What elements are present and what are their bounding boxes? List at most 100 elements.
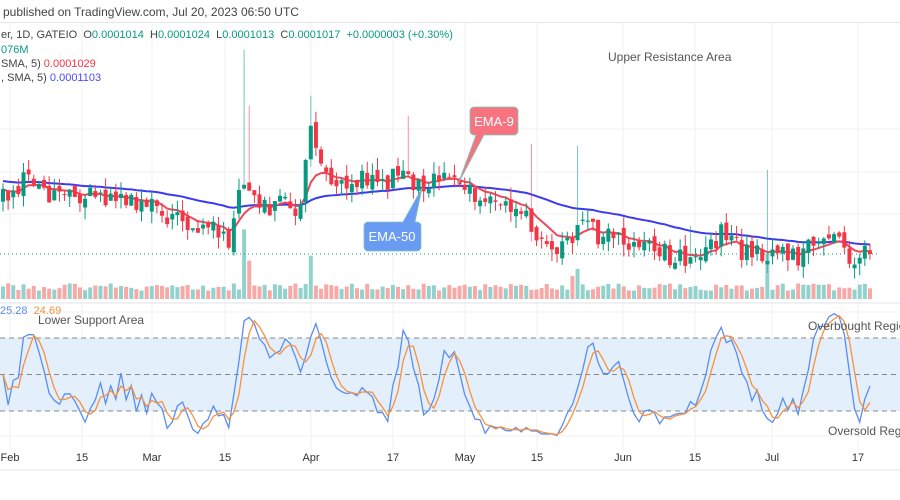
candle-body <box>344 175 349 189</box>
candle-body <box>472 188 477 202</box>
volume-bar <box>652 287 657 299</box>
volume-bar <box>226 290 231 299</box>
volume-bar <box>832 290 837 299</box>
oscillator-legend: 25.28 24.69 <box>0 305 61 317</box>
volume-bar <box>77 287 82 299</box>
candle-body <box>308 125 313 160</box>
candle <box>524 202 529 219</box>
candle <box>519 207 524 220</box>
candle-body <box>580 219 585 222</box>
candle <box>72 184 77 198</box>
candle-body <box>396 166 401 176</box>
candle-body <box>201 224 206 229</box>
volume-bar <box>472 285 477 299</box>
candle-body <box>508 199 513 212</box>
candle <box>21 163 26 207</box>
volume-bar <box>796 283 801 299</box>
candle <box>503 196 508 213</box>
candle-body <box>365 172 370 186</box>
candle-body <box>611 231 616 239</box>
time-axis-label: 15 <box>530 452 544 464</box>
volume-bar <box>26 288 31 299</box>
candle <box>780 243 785 262</box>
candle <box>514 201 518 228</box>
volume-bar <box>503 288 508 299</box>
candle <box>580 211 585 225</box>
candle-body <box>529 208 534 232</box>
ema50-line <box>2 180 871 246</box>
upper-resistance-label: Upper Resistance Area <box>608 50 732 64</box>
candle-body <box>298 203 303 219</box>
volume-bar <box>714 284 719 299</box>
volume-bar <box>406 285 411 299</box>
candle <box>693 248 698 263</box>
candle <box>719 221 724 257</box>
candle <box>165 210 170 228</box>
candle-body <box>637 241 642 248</box>
high-label: H <box>150 29 158 41</box>
volume-bar <box>765 253 770 299</box>
candle-body <box>180 210 185 222</box>
candle-body <box>26 169 31 175</box>
candle-body <box>165 217 170 225</box>
ema9-legend-label: SMA, 5) <box>1 58 41 70</box>
volume-bar <box>749 288 754 299</box>
volume-bar <box>195 289 200 299</box>
candle <box>339 178 344 196</box>
volume-bar <box>11 285 16 299</box>
candle-body <box>462 184 467 190</box>
candle-body <box>236 189 241 214</box>
candle <box>616 232 621 246</box>
candle-body <box>452 175 457 178</box>
candle <box>221 221 226 241</box>
candle-body <box>293 208 298 216</box>
volume-bar <box>31 285 36 299</box>
volume-bar <box>508 284 513 299</box>
candle <box>791 245 796 261</box>
open-label: O <box>83 29 92 41</box>
volume-bar <box>334 286 339 299</box>
volume-bar <box>16 289 21 299</box>
candle <box>832 231 837 245</box>
candle-body <box>324 167 329 173</box>
candle-body <box>144 199 149 207</box>
candle-body <box>816 241 821 244</box>
candle <box>298 199 303 222</box>
candle-body <box>749 241 754 258</box>
candle <box>667 239 672 269</box>
publish-info: published on TradingView.com, Jul 20, 20… <box>3 5 299 19</box>
volume-bar <box>647 288 652 299</box>
volume-bar <box>247 260 252 299</box>
volume-bar <box>170 285 175 299</box>
candle-body <box>826 234 831 239</box>
candle-body <box>108 193 113 201</box>
volume-bar <box>190 289 195 299</box>
volume-bar <box>380 286 385 299</box>
time-axis-label: Jul <box>764 452 780 464</box>
candle <box>11 185 16 209</box>
candle <box>144 197 149 208</box>
candle <box>775 244 780 260</box>
candle <box>180 200 185 232</box>
candle <box>93 185 98 199</box>
candle <box>673 257 678 271</box>
volume-legend: 076M <box>1 44 29 56</box>
candle <box>534 225 539 247</box>
candle <box>319 146 324 167</box>
ema9-callout-text: EMA-9 <box>474 114 514 129</box>
candle <box>601 231 606 251</box>
candle <box>549 233 554 262</box>
candle-body <box>811 236 816 246</box>
candle-body <box>339 180 344 184</box>
candle <box>570 232 575 254</box>
candle-body <box>231 218 236 253</box>
volume-bar <box>113 287 118 299</box>
candle <box>385 174 390 199</box>
candle <box>129 192 134 206</box>
candle-body <box>262 199 267 213</box>
candle <box>370 163 375 195</box>
volume-bar <box>175 287 180 299</box>
open-value: 0.0001014 <box>91 29 144 41</box>
volume-bar <box>657 284 662 299</box>
